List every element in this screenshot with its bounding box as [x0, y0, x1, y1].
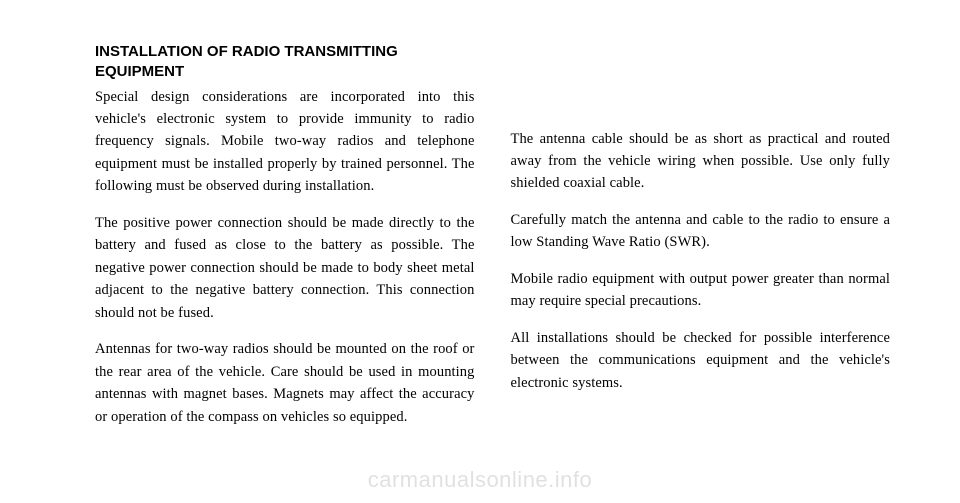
paragraph: Antennas for two-way radios should be mo… [95, 338, 475, 428]
right-column: The antenna cable should be as short as … [511, 86, 891, 484]
heading-line-2: EQUIPMENT [95, 62, 890, 82]
paragraph: Special design considerations are incorp… [95, 86, 475, 198]
two-column-layout: Special design considerations are incorp… [95, 86, 890, 484]
paragraph: All installations should be checked for … [511, 327, 891, 394]
heading-line-1: INSTALLATION OF RADIO TRANSMITTING [95, 42, 890, 62]
document-page: INSTALLATION OF RADIO TRANSMITTING EQUIP… [0, 0, 960, 503]
paragraph: Carefully match the antenna and cable to… [511, 209, 891, 254]
left-column: Special design considerations are incorp… [95, 86, 475, 484]
section-heading: INSTALLATION OF RADIO TRANSMITTING EQUIP… [95, 42, 890, 83]
paragraph: The antenna cable should be as short as … [511, 128, 891, 195]
paragraph: Mobile radio equipment with output power… [511, 268, 891, 313]
paragraph: The positive power connection should be … [95, 212, 475, 324]
